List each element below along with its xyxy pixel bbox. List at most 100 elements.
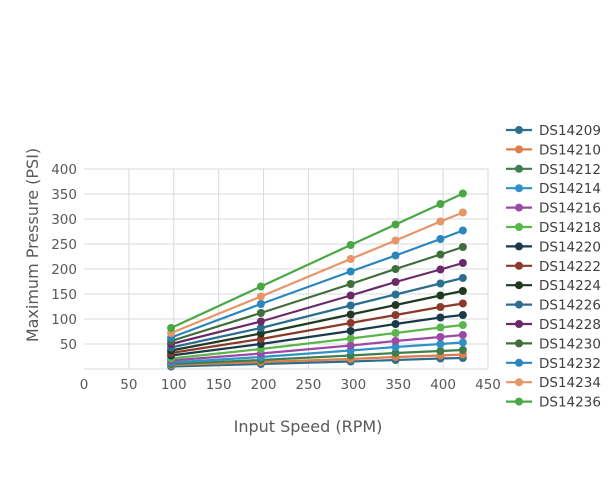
data-point [256,335,265,343]
data-point [436,333,445,341]
data-point [256,300,265,308]
data-point [346,310,355,319]
legend-marker [515,339,523,348]
data-point [391,290,400,299]
x-tick-label: 250 [296,377,322,393]
legend-item: DS14226 [506,298,601,314]
series-ds14226 [167,274,467,352]
legend-marker [515,184,523,193]
grid [84,168,489,370]
legend-marker [515,145,523,154]
legend-label: DS14232 [539,356,601,372]
data-point [458,331,467,339]
y-tick-label: 50 [60,337,77,353]
data-point [436,291,445,300]
legend-marker [515,164,523,173]
data-point [458,287,467,295]
x-tick-label: 200 [251,377,277,393]
legend-label: DS14234 [539,375,601,391]
series-ds14224 [167,287,467,355]
legend-marker [515,203,523,212]
data-point [436,279,445,288]
legend-item: DS14228 [506,317,601,333]
data-point [391,337,400,345]
legend-item: DS14234 [506,375,601,391]
data-point [346,280,355,288]
x-tick-label: 50 [120,377,137,393]
data-point [391,236,400,245]
data-point [391,278,400,286]
data-point [458,208,467,217]
data-point [458,321,467,329]
data-point [256,324,265,332]
data-point [167,324,176,332]
legend-marker [515,397,523,406]
x-axis-title: Input Speed (RPM) [234,417,383,436]
data-point [391,320,400,328]
legend-item: DS14236 [506,395,601,411]
legend-label: DS14222 [539,259,601,275]
data-point [458,259,467,267]
x-tick-label: 350 [385,377,411,393]
x-axis-ticks: 0 50 100 150 200 250 300 350 400 450 [80,377,501,393]
y-tick-label: 200 [51,262,77,278]
legend-label: DS14220 [539,239,601,255]
legend-label: DS14230 [539,336,601,352]
data-point [436,265,445,274]
x-tick-label: 100 [161,377,187,393]
x-tick-label: 300 [340,377,366,393]
data-point [391,343,400,351]
y-axis-ticks: 50 100 150 200 250 300 350 400 [51,162,77,353]
legend-marker [515,300,523,309]
legend-label: DS14212 [539,162,601,178]
legend-marker [515,261,523,270]
y-tick-label: 100 [51,312,77,328]
legend-marker [515,242,523,251]
legend-item: DS14214 [506,181,601,197]
data-point [458,311,467,319]
data-point [458,226,467,235]
data-point [346,255,355,263]
data-point [436,313,445,322]
legend-item: DS14230 [506,336,601,352]
data-point [391,311,400,319]
data-point [436,303,445,311]
data-point [436,323,445,332]
x-tick-label: 400 [430,377,456,393]
legend-label: DS14224 [539,278,601,294]
data-point [346,291,355,300]
legend-label: DS14210 [539,142,601,158]
data-point [346,327,355,335]
data-point [256,317,265,326]
legend-label: DS14214 [539,181,601,197]
legend-marker [515,281,523,290]
series-ds14236 [167,189,467,332]
data-point [346,319,355,327]
series-ds14234 [167,208,467,337]
data-point [391,301,400,309]
data-point [436,200,445,208]
series-ds14232 [167,226,467,342]
y-tick-label: 300 [51,212,77,228]
data-point [256,329,265,338]
data-point [391,220,400,229]
y-tick-label: 400 [51,162,77,178]
data-point [458,338,467,347]
legend-item: DS14220 [506,239,601,255]
data-point [391,251,400,260]
legend: DS14209 DS14210 DS14212 DS14214 DS14216 DS142… [506,123,601,411]
data-point [391,349,400,357]
data-point [436,340,445,348]
data-point [458,189,467,198]
data-point [458,346,467,354]
legend-marker [515,358,523,367]
legend-item: DS14224 [506,278,601,294]
data-point [346,267,355,276]
legend-item: DS14216 [506,201,601,217]
data-point [346,341,355,350]
legend-label: DS14228 [539,317,601,333]
legend-marker [515,320,523,328]
legend-marker [515,378,523,387]
legend-item: DS14212 [506,162,601,178]
